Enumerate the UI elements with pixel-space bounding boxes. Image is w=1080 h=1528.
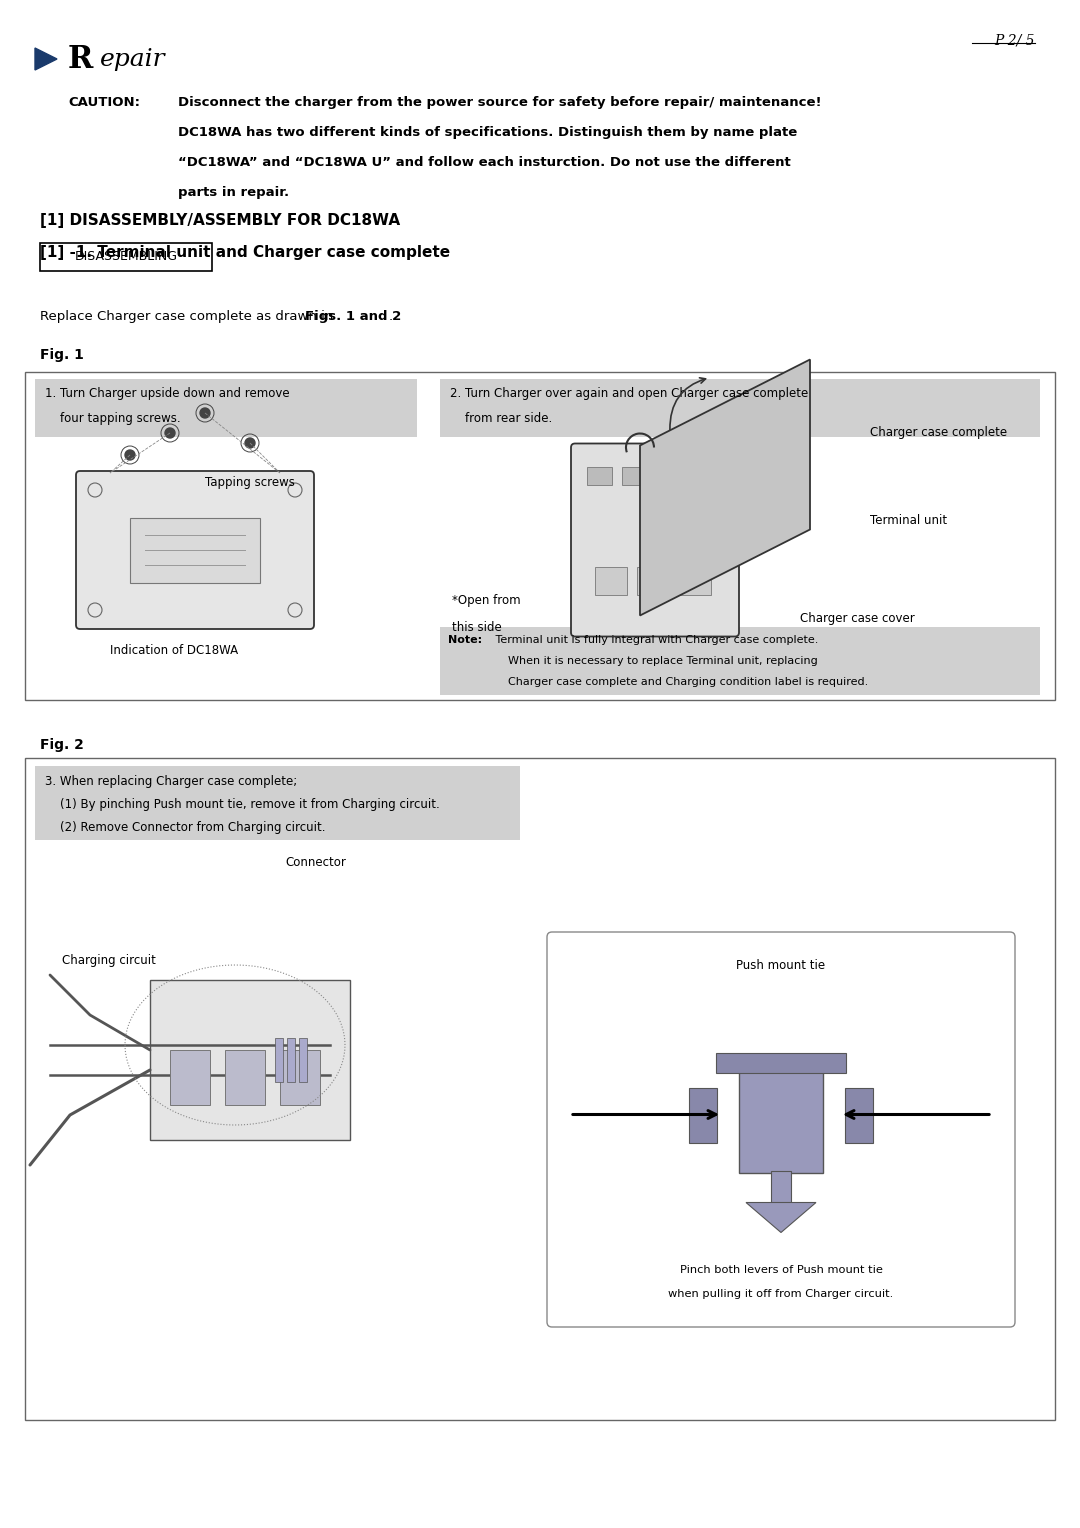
Text: *Open from: *Open from — [453, 593, 521, 607]
FancyBboxPatch shape — [692, 468, 717, 484]
FancyBboxPatch shape — [150, 979, 350, 1140]
Bar — [771, 1170, 791, 1203]
Text: .: . — [389, 310, 393, 322]
Bar — [287, 1038, 295, 1082]
Text: (2) Remove Connector from Charging circuit.: (2) Remove Connector from Charging circu… — [45, 821, 325, 834]
Circle shape — [245, 439, 255, 448]
Text: “DC18WA” and “DC18WA U” and follow each insturction. Do not use the different: “DC18WA” and “DC18WA U” and follow each … — [178, 156, 791, 170]
Bar — [275, 1038, 283, 1082]
Text: Terminal unit: Terminal unit — [870, 513, 947, 527]
Text: Fig. 2: Fig. 2 — [40, 738, 84, 752]
Bar — [299, 1038, 307, 1082]
Circle shape — [200, 408, 210, 419]
Text: 1. Turn Charger upside down and remove: 1. Turn Charger upside down and remove — [45, 387, 289, 400]
Polygon shape — [746, 1203, 816, 1233]
FancyBboxPatch shape — [845, 1088, 873, 1143]
Text: Terminal unit is fully integral with Charger case complete.: Terminal unit is fully integral with Cha… — [492, 636, 819, 645]
Text: DC18WA has two different kinds of specifications. Distinguish them by name plate: DC18WA has two different kinds of specif… — [178, 125, 797, 139]
FancyBboxPatch shape — [637, 567, 669, 594]
Text: CAUTION:: CAUTION: — [68, 96, 140, 108]
FancyBboxPatch shape — [25, 371, 1055, 700]
FancyBboxPatch shape — [739, 1056, 823, 1172]
Text: this side: this side — [453, 620, 502, 634]
Text: [1] DISASSEMBLY/ASSEMBLY FOR DC18WA: [1] DISASSEMBLY/ASSEMBLY FOR DC18WA — [40, 212, 400, 228]
FancyBboxPatch shape — [440, 379, 1040, 437]
Text: When it is necessary to replace Terminal unit, replacing: When it is necessary to replace Terminal… — [508, 656, 818, 666]
Text: epair: epair — [100, 47, 165, 70]
Text: Note:: Note: — [448, 636, 482, 645]
FancyBboxPatch shape — [588, 468, 612, 484]
FancyBboxPatch shape — [679, 567, 711, 594]
Text: Pinch both levers of Push mount tie: Pinch both levers of Push mount tie — [679, 1265, 882, 1274]
Text: Charger case complete: Charger case complete — [870, 425, 1008, 439]
Text: Indication of DC18WA: Indication of DC18WA — [110, 643, 238, 657]
Text: (1) By pinching Push mount tie, remove it from Charging circuit.: (1) By pinching Push mount tie, remove i… — [45, 798, 440, 811]
Text: Charger case cover: Charger case cover — [800, 611, 915, 625]
Circle shape — [165, 428, 175, 439]
Text: R: R — [68, 43, 93, 75]
Polygon shape — [640, 359, 810, 616]
Text: [1] -1. Terminal unit and Charger case complete: [1] -1. Terminal unit and Charger case c… — [40, 244, 450, 260]
FancyBboxPatch shape — [716, 1053, 846, 1073]
FancyBboxPatch shape — [280, 1050, 320, 1105]
Text: Disconnect the charger from the power source for safety before repair/ maintenan: Disconnect the charger from the power so… — [178, 96, 822, 108]
Text: Figs. 1 and 2: Figs. 1 and 2 — [305, 310, 401, 322]
Text: Charger case complete and Charging condition label is required.: Charger case complete and Charging condi… — [508, 677, 868, 688]
FancyBboxPatch shape — [440, 626, 1040, 695]
Text: when pulling it off from Charger circuit.: when pulling it off from Charger circuit… — [669, 1290, 893, 1299]
FancyBboxPatch shape — [225, 1050, 265, 1105]
Text: Tapping screws: Tapping screws — [205, 475, 295, 489]
Text: DISASSEMBLING: DISASSEMBLING — [75, 251, 177, 263]
FancyBboxPatch shape — [130, 518, 260, 582]
Text: 3. When replacing Charger case complete;: 3. When replacing Charger case complete; — [45, 775, 297, 788]
Polygon shape — [35, 47, 57, 70]
FancyBboxPatch shape — [25, 758, 1055, 1420]
FancyBboxPatch shape — [571, 443, 739, 637]
FancyBboxPatch shape — [595, 567, 627, 594]
Circle shape — [125, 451, 135, 460]
Text: Push mount tie: Push mount tie — [737, 960, 825, 972]
FancyBboxPatch shape — [689, 1088, 717, 1143]
FancyBboxPatch shape — [35, 379, 417, 437]
FancyBboxPatch shape — [546, 932, 1015, 1326]
Text: Fig. 1: Fig. 1 — [40, 348, 84, 362]
FancyBboxPatch shape — [40, 243, 212, 270]
FancyBboxPatch shape — [76, 471, 314, 630]
FancyBboxPatch shape — [170, 1050, 210, 1105]
Text: from rear side.: from rear side. — [450, 413, 552, 425]
Text: four tapping screws.: four tapping screws. — [45, 413, 180, 425]
Text: Charging circuit: Charging circuit — [62, 953, 156, 967]
Text: 2. Turn Charger over again and open Charger case complete: 2. Turn Charger over again and open Char… — [450, 387, 808, 400]
FancyBboxPatch shape — [657, 468, 681, 484]
Text: P 2/ 5: P 2/ 5 — [995, 34, 1035, 47]
FancyBboxPatch shape — [255, 1025, 310, 1096]
FancyBboxPatch shape — [35, 766, 519, 840]
FancyBboxPatch shape — [622, 468, 647, 484]
Text: Replace Charger case complete as drawn in: Replace Charger case complete as drawn i… — [40, 310, 338, 322]
Text: Connector: Connector — [285, 856, 346, 868]
Text: parts in repair.: parts in repair. — [178, 186, 289, 199]
